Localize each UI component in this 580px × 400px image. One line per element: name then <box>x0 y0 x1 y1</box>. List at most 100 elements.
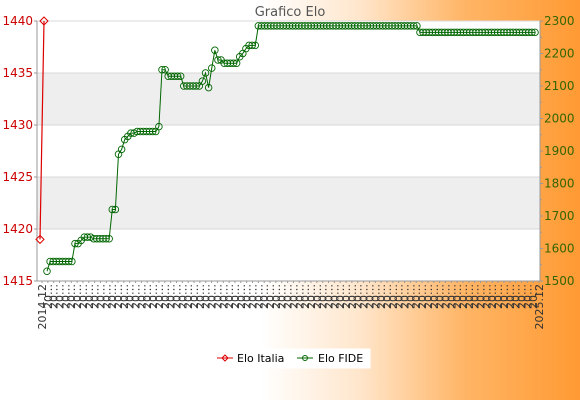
x-tick-label: 20… <box>241 284 254 309</box>
elo-fide-point <box>214 56 222 64</box>
x-tick-group: 20… <box>112 284 125 309</box>
x-tick-label: 20… <box>282 284 295 309</box>
right-tick-label: 1600 <box>544 242 575 256</box>
x-tick-label: 20… <box>206 284 219 309</box>
legend-italia-label: Elo Italia <box>237 352 284 365</box>
x-tick-label: 20… <box>100 284 113 309</box>
x-tick-label: 20… <box>480 284 493 309</box>
x-tick-label: 20… <box>42 284 55 309</box>
x-tick-group: 20… <box>369 284 382 309</box>
x-tick-label: 20… <box>486 284 499 309</box>
x-tick-group: 20… <box>118 284 131 309</box>
right-tick-label: 1900 <box>544 144 575 158</box>
x-tick-label: 20… <box>399 284 412 309</box>
plot-band <box>37 177 540 229</box>
elo-fide-point <box>211 46 219 55</box>
x-tick-label: 20… <box>89 284 102 309</box>
x-tick-group: 20… <box>340 284 353 309</box>
x-tick-label: 20… <box>211 284 224 309</box>
left-tick-label: 1430 <box>2 118 33 132</box>
x-tick-label: 20… <box>176 284 189 309</box>
x-tick-label: 20… <box>165 284 178 309</box>
x-tick-label: 20… <box>463 284 476 309</box>
left-tick-label: 1425 <box>2 170 33 184</box>
x-tick-group: 20… <box>229 284 242 309</box>
left-tick-label: 1415 <box>2 274 33 288</box>
x-tick-group: 20… <box>363 284 376 309</box>
x-tick-group: 20… <box>393 284 406 309</box>
elo-fide-point <box>105 234 113 243</box>
x-tick-group: 20… <box>77 284 90 309</box>
x-tick-label: 20… <box>363 284 376 309</box>
x-tick-label: 20… <box>141 284 154 309</box>
x-tick-group: 20… <box>515 284 528 309</box>
x-tick-group: 20… <box>323 284 336 309</box>
x-tick-group: 20… <box>317 284 330 309</box>
x-tick-label: 20… <box>340 284 353 309</box>
legend-italia-marker <box>221 354 229 362</box>
x-tick-label: 20… <box>469 284 482 309</box>
elo-fide-point <box>161 65 169 74</box>
x-tick-group: 20… <box>334 284 347 309</box>
elo-fide-point <box>102 234 110 243</box>
x-tick-group: 20… <box>276 284 289 309</box>
x-tick-group: 20… <box>83 284 96 309</box>
x-tick-label: 20… <box>510 284 523 309</box>
x-tick-group: 20… <box>200 284 213 309</box>
x-tick-group: 2014.12 <box>36 284 49 330</box>
left-tick-label: 1435 <box>2 66 33 80</box>
x-tick-group: 20… <box>416 284 429 309</box>
left-tick-label: 1440 <box>2 14 33 28</box>
elo-fide-point <box>117 145 126 154</box>
x-tick-group: 20… <box>124 284 137 309</box>
elo-fide-point <box>68 257 76 266</box>
x-tick-group: 20… <box>188 284 201 309</box>
x-tick-group: 20… <box>246 284 259 309</box>
x-tick-group: 20… <box>475 284 488 309</box>
legend-fide-marker <box>302 355 308 361</box>
x-tick-label: 20… <box>475 284 488 309</box>
x-tick-group: 20… <box>510 284 523 309</box>
x-tick-label: 20… <box>194 284 207 309</box>
right-tick-label: 2200 <box>544 47 575 61</box>
x-tick-label: 20… <box>428 284 441 309</box>
x-tick-label: 20… <box>235 284 248 309</box>
x-tick-group: 20… <box>235 284 248 309</box>
x-tick-group: 20… <box>141 284 154 309</box>
x-tick-label: 20… <box>457 284 470 309</box>
x-tick-group: 20… <box>346 284 359 309</box>
x-tick-label: 20… <box>229 284 242 309</box>
x-tick-label: 20… <box>404 284 417 309</box>
x-tick-group: 20… <box>194 284 207 309</box>
right-tick-label: 1800 <box>544 177 575 191</box>
x-tick-group: 20… <box>170 284 183 309</box>
elo-fide-point <box>248 41 256 50</box>
right-tick-label: 2100 <box>544 79 575 93</box>
x-tick-label: 20… <box>515 284 528 309</box>
x-tick-group: 20… <box>206 284 219 309</box>
x-tick-group: 20… <box>282 284 295 309</box>
x-tick-label: 20… <box>375 284 388 309</box>
x-tick-group: 20… <box>352 284 365 309</box>
x-tick-label: 20… <box>299 284 312 309</box>
x-tick-group: 20… <box>404 284 417 309</box>
x-tick-group: 20… <box>94 284 107 309</box>
x-tick-label: 20… <box>200 284 213 309</box>
x-tick-group: 20… <box>328 284 341 309</box>
legend: Elo Italia Elo FIDE <box>209 348 371 369</box>
x-tick-label: 20… <box>445 284 458 309</box>
elo-fide-point <box>531 28 539 37</box>
legend-fide-label: Elo FIDE <box>318 352 363 365</box>
x-tick-label: 20… <box>422 284 435 309</box>
x-tick-label: 20… <box>252 284 265 309</box>
x-tick-label: 20… <box>334 284 347 309</box>
x-tick-group: 20… <box>434 284 447 309</box>
x-tick-group: 20… <box>100 284 113 309</box>
x-tick-group: 20… <box>135 284 148 309</box>
elo-fide-point <box>207 64 216 72</box>
x-tick-group: 20… <box>305 284 318 309</box>
x-tick-group: 20… <box>422 284 435 309</box>
right-tick-label: 1700 <box>544 209 575 223</box>
x-tick-label: 20… <box>317 284 330 309</box>
